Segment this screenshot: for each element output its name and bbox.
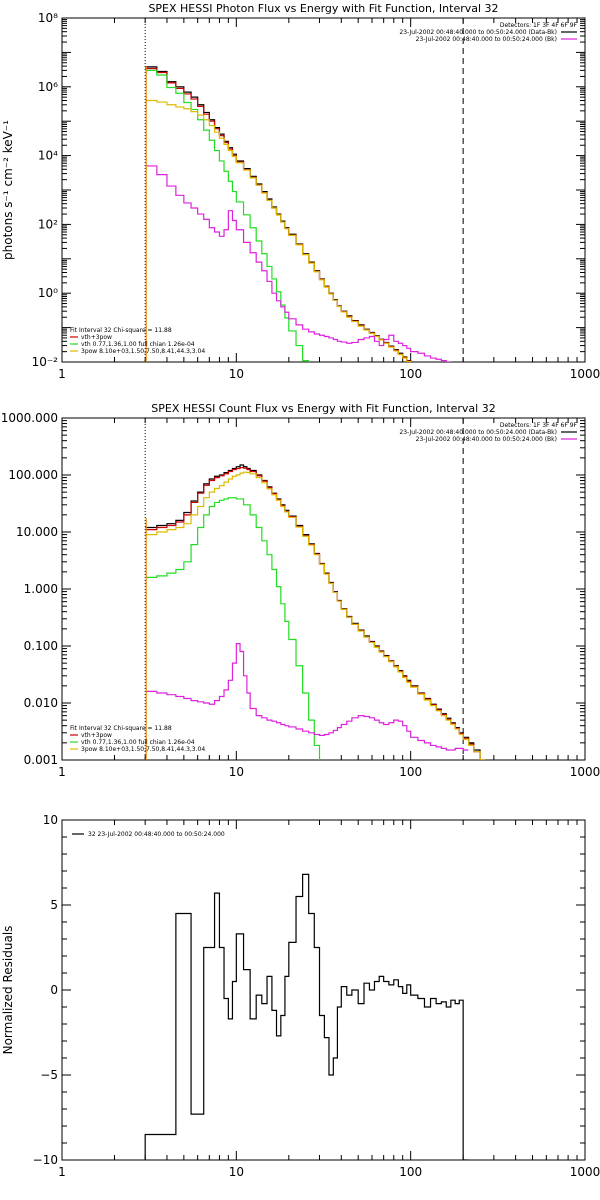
series-black [144, 873, 469, 1160]
legend-entry: 23-Jul-2002 00:48:40.000 to 00:50:24.000… [399, 29, 557, 36]
y-tick-label: −5 [40, 1068, 58, 1082]
y-tick-label: 1.000 [24, 582, 58, 596]
series-black [145, 464, 486, 760]
x-tick-label: 1000 [570, 765, 600, 779]
y-tick-label: 10² [38, 217, 58, 231]
y-axis-label: photons s⁻¹ cm⁻² keV⁻¹ [1, 120, 15, 260]
chart-title: SPEX HESSI Count Flux vs Energy with Fit… [151, 402, 495, 415]
series-magenta [145, 643, 469, 751]
x-tick-label: 100 [399, 367, 422, 381]
series-red [145, 67, 412, 362]
series-black [145, 66, 412, 362]
y-tick-label: 1000.000 [1, 411, 58, 425]
series-yellow [145, 99, 412, 362]
legend-detectors: Detectors: 1F 3F 4F 6F 9F [500, 422, 578, 429]
series-magenta [145, 165, 452, 362]
legend-entry: 23-Jul-2002 00:48:40.000 to 00:50:24.000… [416, 36, 557, 43]
legend-entry: 3pow 8.10e+03,1.50,7.50,8.41,44.3,3.04 [81, 348, 205, 355]
y-tick-label: 10.000 [16, 525, 58, 539]
y-tick-label: 0.001 [24, 753, 58, 767]
chart-title: SPEX HESSI Photon Flux vs Energy with Fi… [148, 2, 498, 15]
series-red [145, 466, 486, 760]
plot-frame [61, 17, 586, 363]
x-tick-label: 1 [58, 367, 66, 381]
y-tick-label: 0 [50, 983, 58, 997]
x-tick-label: 10 [229, 765, 244, 779]
legend-entry: 32 23-Jul-2002 00:48:40.000 to 00:50:24.… [88, 831, 225, 838]
x-tick-label: 10 [229, 367, 244, 381]
y-tick-label: 0.100 [24, 639, 58, 653]
x-tick-label: 1000 [570, 1165, 600, 1179]
y-tick-label: 10 [43, 813, 58, 827]
x-tick-label: 1 [58, 765, 66, 779]
y-tick-label: 10⁶ [38, 80, 58, 94]
plot-frame [61, 417, 586, 761]
y-tick-label: 100.000 [8, 468, 58, 482]
panel-residuals: Normalized Residuals 1 10 100 1000 −10 −5 0 5 10 3… [1, 813, 600, 1179]
x-tick-label: 100 [399, 1165, 422, 1179]
legend-entry: 23-Jul-2002 00:48:40.000 to 00:50:24.000… [399, 429, 557, 436]
panel-photon-flux: SPEX HESSI Photon Flux vs Energy with Fi… [1, 2, 600, 381]
legend-entry: 3pow 8.10e+03,1.50,7.50,8.41,44.3,3.04 [81, 746, 205, 753]
y-tick-label: 0.010 [24, 696, 58, 710]
legend-entry: 23-Jul-2002 00:48:40.000 to 00:50:24.000… [416, 436, 557, 443]
y-tick-label: 10⁰ [38, 286, 58, 300]
x-tick-label: 100 [399, 765, 422, 779]
plot-frame [61, 819, 586, 1161]
y-tick-label: 5 [50, 898, 58, 912]
y-tick-label: 10⁴ [38, 149, 58, 163]
legend-fit-header: Fit Interval 32 Chi-square = 11.88 [70, 725, 172, 732]
series-yellow [145, 471, 486, 760]
legend-entry: vth 0.77,1.36,1.00 full chian 1.26e-04 [81, 341, 195, 348]
x-tick-label: 10 [229, 1165, 244, 1179]
y-tick-label: 10⁻² [32, 355, 59, 369]
x-tick-label: 1 [58, 1165, 66, 1179]
legend-fit-header: Fit Interval 32 Chi-square = 11.88 [70, 327, 172, 334]
series-green [145, 497, 321, 760]
x-tick-label: 1000 [570, 367, 600, 381]
legend-entry: vth+3pow [81, 334, 112, 341]
y-axis-label: Normalized Residuals [1, 926, 15, 1055]
y-tick-label: 10⁸ [38, 11, 58, 25]
series-green [145, 69, 310, 362]
legend-entry: vth+3pow [81, 732, 112, 739]
legend-entry: vth 0.77,1.36,1.00 full chian 1.26e-04 [81, 739, 195, 746]
y-tick-label: −10 [33, 1153, 58, 1167]
legend-detectors: Detectors: 1F 3F 4F 6F 9F [500, 22, 578, 29]
panel-count-flux: SPEX HESSI Count Flux vs Energy with Fit… [1, 402, 600, 779]
